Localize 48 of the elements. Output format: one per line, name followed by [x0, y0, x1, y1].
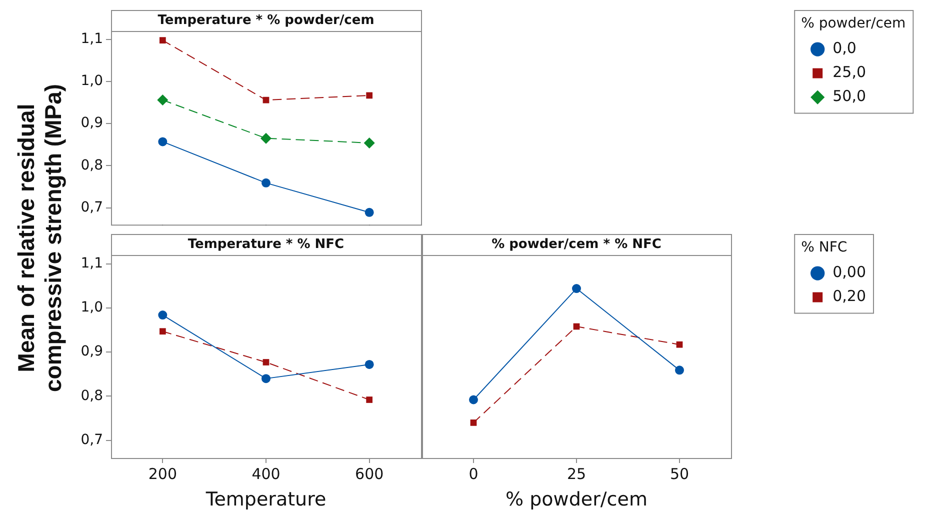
y-tick-label: 1,0 — [80, 300, 103, 316]
x-tick-label: 50 — [670, 464, 690, 483]
point — [157, 94, 168, 106]
x-tick-label: 25 — [566, 464, 586, 483]
legend-title: % powder/cem — [801, 16, 906, 32]
point — [469, 395, 478, 404]
x-axis-title: % powder/cem — [506, 488, 648, 511]
x-tick-label: 400 — [252, 464, 280, 483]
legend-title: % NFC — [801, 240, 848, 256]
legend-label: 0,20 — [832, 287, 866, 306]
y-tick-label: 0,8 — [80, 157, 103, 174]
point — [158, 137, 168, 146]
point — [364, 360, 374, 369]
point — [158, 310, 168, 320]
point — [159, 328, 166, 335]
point — [262, 178, 270, 188]
y-tick-label: 1,1 — [80, 255, 103, 272]
y-axis-title: Mean of relative residual compressive strength (MPa) — [13, 82, 67, 394]
point — [262, 374, 270, 384]
point — [572, 284, 581, 294]
x-tick-label: 600 — [355, 464, 384, 483]
point — [366, 396, 373, 403]
legend-label: 0,00 — [832, 263, 866, 282]
chart-title: Temperature * % NFC — [188, 237, 344, 252]
legend-label: 0,0 — [832, 39, 856, 58]
y-tick-label: 1,0 — [80, 73, 103, 90]
y-tick-label: 0,7 — [80, 199, 103, 216]
x-axis-title: Temperature — [204, 488, 326, 511]
y-tick-label: 0,9 — [80, 344, 103, 360]
y-tick-label: 0,8 — [80, 388, 103, 404]
y-tick-label: 0,9 — [80, 115, 103, 132]
point — [676, 341, 683, 348]
legend-label: 50,0 — [832, 87, 866, 106]
point — [260, 132, 272, 144]
point — [159, 37, 166, 44]
chart-title: Temperature * % powder/cem — [158, 13, 374, 28]
x-tick-label: 200 — [148, 464, 177, 483]
y-tick-label: 0,7 — [80, 432, 103, 448]
point — [364, 137, 375, 148]
point — [366, 92, 373, 99]
x-tick-label: 0 — [468, 464, 478, 483]
point — [470, 420, 477, 426]
y-tick-label: 1,1 — [80, 31, 103, 48]
point — [364, 208, 374, 217]
point — [675, 366, 684, 375]
legend-label: 25,0 — [832, 63, 866, 82]
point — [262, 359, 270, 366]
chart-title: % powder/cem * % NFC — [492, 237, 662, 252]
